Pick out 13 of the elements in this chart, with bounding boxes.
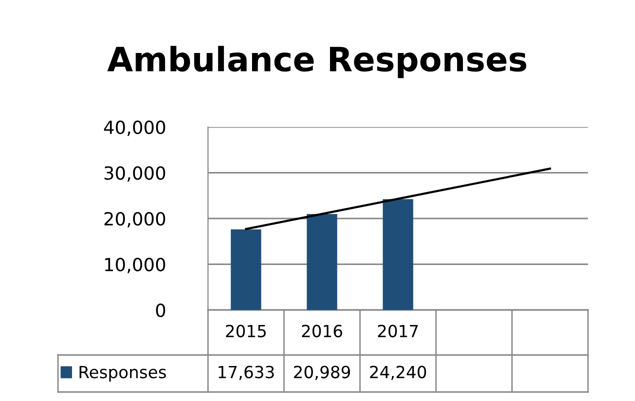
y-tick-label: 10,000 (105, 258, 166, 274)
chart-title: Ambulance Responses (107, 46, 526, 78)
data-label: 20,989 (294, 366, 350, 380)
y-tick-label: 20,000 (104, 212, 166, 228)
y-tick-label: 0 (156, 303, 166, 318)
x-tick-label: 2016 (302, 324, 342, 338)
x-tick-label: 2015 (226, 324, 266, 338)
x-tick-label: 2017 (378, 324, 418, 338)
data-label: 17,633 (218, 366, 274, 380)
legend-label: Responses (80, 366, 166, 382)
data-label: 24,240 (370, 366, 426, 380)
y-tick-label: 40,000 (104, 120, 166, 136)
y-tick-label: 30,000 (104, 166, 166, 182)
